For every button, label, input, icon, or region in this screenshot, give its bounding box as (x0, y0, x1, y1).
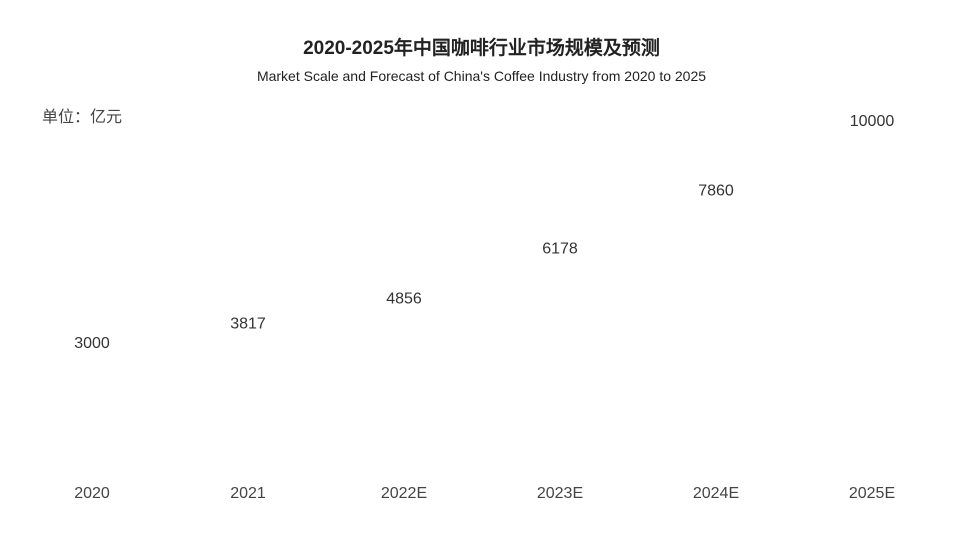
value-label: 7860 (698, 182, 734, 199)
coffee-cup-icon (377, 398, 428, 452)
category-label: 2024E (693, 485, 739, 502)
category-label: 2023E (537, 485, 583, 502)
column-2023E (533, 242, 584, 452)
coffee-cup-icon (377, 320, 428, 374)
coffee-cup-icon (689, 320, 740, 374)
coffee-cup-icon (533, 320, 584, 374)
coffee-cup-icon (533, 398, 584, 452)
value-label: 3000 (74, 335, 110, 352)
coffee-cup-icon (65, 398, 116, 452)
coffee-cup-icon (845, 398, 896, 452)
category-label: 2020 (74, 485, 110, 502)
column-2022E (377, 320, 428, 452)
unit-label: 单位：亿元 (42, 109, 123, 126)
coffee-cup-icon (689, 398, 740, 452)
value-label: 10000 (850, 113, 895, 130)
category-labels: 2020 2021 2022E 2023E 2024E 2025E (74, 485, 895, 502)
chart-subtitle: Market Scale and Forecast of China's Cof… (256, 68, 707, 84)
value-label: 3817 (230, 315, 266, 332)
coffee-cup-icon (689, 242, 740, 296)
coffee-cup-icon (845, 242, 896, 296)
chart-title: 2020-2025年中国咖啡行业市场规模及预测 (303, 38, 660, 59)
column-2024E (689, 164, 740, 452)
category-label: 2025E (849, 485, 895, 502)
coffee-cup-icon (845, 320, 896, 374)
value-label: 6178 (542, 241, 578, 258)
coffee-cup-icon (845, 164, 896, 218)
value-label: 4856 (386, 290, 422, 307)
value-labels: 3000 3817 4856 6178 7860 10000 (74, 113, 894, 352)
coffee-cup-icon (221, 398, 272, 452)
column-2025E (845, 164, 896, 452)
pictograph-columns (65, 164, 896, 452)
category-label: 2022E (381, 485, 427, 502)
category-label: 2021 (230, 485, 266, 502)
column-2021 (221, 320, 272, 452)
